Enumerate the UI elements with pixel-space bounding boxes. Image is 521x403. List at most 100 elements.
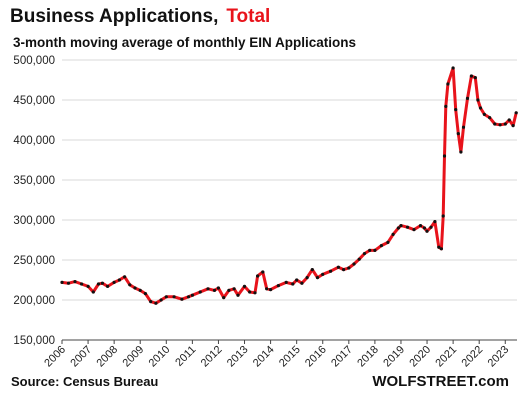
data-point bbox=[133, 286, 137, 290]
data-point bbox=[305, 276, 309, 280]
data-point bbox=[117, 278, 121, 282]
data-point bbox=[216, 286, 220, 290]
data-point bbox=[442, 154, 447, 158]
series-total-layer bbox=[60, 66, 518, 305]
data-point bbox=[451, 66, 455, 70]
x-tick-label: 2015 bbox=[277, 344, 303, 370]
y-tick-label: 150,000 bbox=[13, 335, 55, 347]
data-point bbox=[242, 284, 247, 288]
data-point bbox=[507, 118, 511, 122]
data-point bbox=[248, 290, 252, 294]
data-point bbox=[300, 281, 304, 285]
data-point bbox=[373, 248, 377, 252]
data-point bbox=[399, 224, 403, 228]
chart-title: Business Applications, Total bbox=[10, 6, 270, 28]
x-tick-label: 2008 bbox=[94, 344, 120, 370]
data-point bbox=[138, 288, 142, 292]
data-point bbox=[329, 269, 333, 273]
x-tick-label: 2023 bbox=[486, 344, 512, 370]
grid-lines bbox=[62, 59, 517, 341]
tick-labels: 150,000 200,000 250,000 300,000 350,000 400,0… bbox=[13, 55, 511, 369]
data-point bbox=[269, 288, 273, 292]
x-tick-label: 2013 bbox=[225, 344, 251, 370]
data-point bbox=[357, 257, 361, 261]
data-point bbox=[465, 96, 470, 100]
data-point bbox=[342, 268, 346, 272]
data-point bbox=[100, 281, 104, 285]
data-point bbox=[488, 116, 492, 120]
data-point bbox=[405, 225, 410, 229]
data-point bbox=[106, 284, 110, 288]
data-point bbox=[362, 252, 367, 256]
axes bbox=[61, 339, 517, 344]
data-point bbox=[418, 224, 423, 228]
data-point bbox=[437, 245, 441, 249]
data-point bbox=[236, 293, 240, 297]
data-point bbox=[511, 124, 515, 128]
data-point bbox=[180, 297, 184, 301]
data-point bbox=[476, 98, 480, 102]
data-point bbox=[433, 220, 437, 224]
data-point bbox=[232, 287, 236, 291]
data-point bbox=[60, 280, 64, 284]
data-point bbox=[441, 214, 445, 218]
data-point bbox=[321, 272, 325, 276]
data-point bbox=[425, 229, 429, 233]
data-point bbox=[461, 125, 466, 129]
chart-title-accent: Total bbox=[226, 6, 271, 27]
data-point bbox=[429, 225, 433, 229]
data-point bbox=[295, 278, 299, 282]
y-tick-label: 300,000 bbox=[13, 215, 55, 227]
data-point bbox=[66, 281, 71, 285]
data-point bbox=[454, 108, 458, 112]
x-tick-label: 2006 bbox=[42, 344, 68, 370]
data-point bbox=[222, 296, 226, 300]
x-tick-label: 2020 bbox=[407, 344, 433, 370]
data-point bbox=[478, 106, 483, 110]
data-point bbox=[391, 232, 395, 236]
data-point bbox=[422, 226, 426, 230]
data-point bbox=[482, 112, 486, 116]
y-tick-label: 350,000 bbox=[13, 175, 55, 187]
source-note: Source: Census Bureau bbox=[11, 374, 159, 389]
y-tick-label: 200,000 bbox=[13, 295, 55, 307]
data-point bbox=[310, 268, 314, 272]
data-point bbox=[96, 282, 101, 286]
data-point bbox=[284, 280, 288, 284]
data-point bbox=[212, 288, 217, 292]
data-point bbox=[198, 290, 202, 294]
data-point bbox=[459, 150, 463, 154]
x-tick-label: 2021 bbox=[433, 344, 459, 370]
data-point bbox=[86, 284, 90, 288]
data-point bbox=[261, 270, 265, 274]
x-tick-label: 2007 bbox=[68, 344, 94, 370]
data-point bbox=[253, 291, 257, 295]
data-point bbox=[186, 295, 191, 299]
data-point bbox=[149, 300, 153, 304]
x-tick-label: 2012 bbox=[199, 344, 225, 370]
data-point bbox=[159, 298, 163, 302]
data-point bbox=[456, 132, 460, 136]
x-tick-label: 2018 bbox=[355, 344, 381, 370]
data-point bbox=[446, 82, 450, 86]
data-point bbox=[143, 292, 147, 296]
data-point bbox=[172, 295, 176, 299]
data-point bbox=[256, 274, 260, 278]
data-point bbox=[412, 228, 416, 232]
data-point bbox=[123, 275, 127, 279]
data-point bbox=[386, 240, 390, 244]
data-point bbox=[503, 122, 507, 126]
data-point bbox=[276, 284, 280, 288]
x-tick-label: 2014 bbox=[251, 344, 277, 370]
data-point bbox=[265, 287, 269, 291]
data-point bbox=[368, 248, 372, 252]
x-tick-label: 2019 bbox=[381, 344, 407, 370]
brand-logo-text: WOLFSTREET.com bbox=[372, 373, 509, 390]
data-point bbox=[128, 283, 132, 287]
data-point bbox=[315, 276, 320, 280]
data-point bbox=[498, 123, 502, 127]
x-tick-label: 2017 bbox=[329, 344, 355, 370]
data-point bbox=[154, 301, 158, 305]
y-tick-label: 450,000 bbox=[13, 95, 55, 107]
chart-subtitle: 3-month moving average of monthly EIN Ap… bbox=[13, 35, 357, 50]
